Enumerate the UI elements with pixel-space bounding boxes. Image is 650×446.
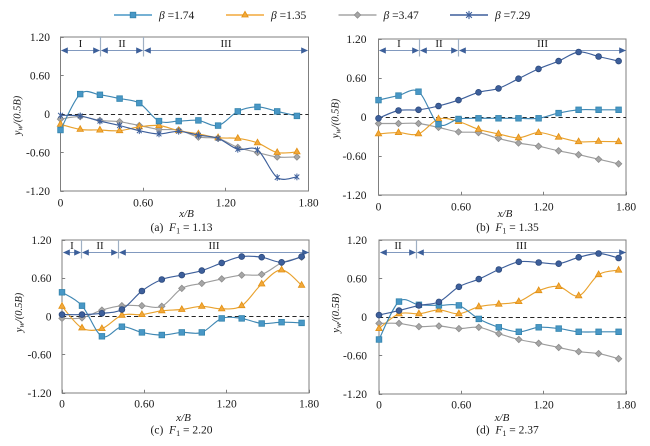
svg-text:III: III <box>209 240 220 252</box>
svg-text:0: 0 <box>46 311 52 323</box>
svg-text:x/B: x/B <box>175 412 191 424</box>
svg-text:I: I <box>70 240 74 252</box>
svg-text:-0.60: -0.60 <box>343 350 367 362</box>
svg-text:0: 0 <box>376 202 382 214</box>
svg-text:III: III <box>221 38 232 50</box>
svg-text:0.60: 0.60 <box>451 400 471 412</box>
svg-text:1.80: 1.80 <box>298 198 318 210</box>
svg-text:1.20: 1.20 <box>30 32 50 44</box>
svg-text:0.60: 0.60 <box>134 399 154 411</box>
svg-text:0.60: 0.60 <box>30 70 50 82</box>
svg-text:I: I <box>397 38 401 50</box>
svg-text:1.20: 1.20 <box>534 400 554 412</box>
svg-text:-1.20: -1.20 <box>26 186 50 198</box>
svg-text:II: II <box>118 38 126 50</box>
svg-text:III: III <box>516 240 527 252</box>
svg-text:β =7.29: β =7.29 <box>494 10 530 22</box>
svg-text:II: II <box>435 38 443 50</box>
svg-text:x/B: x/B <box>497 208 513 220</box>
svg-text:1.20: 1.20 <box>216 198 236 210</box>
svg-text:0: 0 <box>58 198 64 210</box>
svg-text:β =3.47: β =3.47 <box>383 10 419 22</box>
svg-text:0.60: 0.60 <box>31 273 51 285</box>
svg-text:0: 0 <box>59 399 65 411</box>
svg-text:-0.60: -0.60 <box>343 151 367 163</box>
svg-text:x/B: x/B <box>494 412 510 424</box>
svg-text:III: III <box>537 38 548 50</box>
svg-text:1.20: 1.20 <box>346 34 366 46</box>
svg-text:0.60: 0.60 <box>133 198 153 210</box>
svg-text:1.20: 1.20 <box>347 235 367 247</box>
svg-text:0: 0 <box>361 112 367 124</box>
svg-text:0.60: 0.60 <box>347 273 367 285</box>
svg-text:β =1.74: β =1.74 <box>158 10 194 22</box>
svg-text:(a) F1 = 1.13: (a) F1 = 1.13 <box>151 222 213 236</box>
svg-text:0.60: 0.60 <box>451 202 471 214</box>
svg-text:yw/(0.5B): yw/(0.5B) <box>331 293 343 334</box>
svg-text:1.80: 1.80 <box>299 399 319 411</box>
svg-text:I: I <box>79 38 83 50</box>
svg-text:(d) F1 = 2.37: (d) F1 = 2.37 <box>476 425 539 439</box>
svg-text:β =1.35: β =1.35 <box>270 10 306 22</box>
svg-text:yw/(0.5B): yw/(0.5B) <box>331 98 343 139</box>
svg-text:yw/(0.5B): yw/(0.5B) <box>13 95 25 136</box>
svg-text:1.20: 1.20 <box>217 399 237 411</box>
svg-text:1.20: 1.20 <box>533 202 553 214</box>
svg-text:-1.20: -1.20 <box>343 389 367 401</box>
svg-text:-0.60: -0.60 <box>28 350 52 362</box>
svg-text:1.80: 1.80 <box>616 202 636 214</box>
svg-text:yw/(0.5B): yw/(0.5B) <box>14 292 26 333</box>
svg-text:II: II <box>394 240 402 252</box>
svg-text:(c) F1 = 2.20: (c) F1 = 2.20 <box>151 425 213 439</box>
svg-text:0: 0 <box>361 312 367 324</box>
svg-text:x/B: x/B <box>178 208 194 220</box>
svg-text:-1.20: -1.20 <box>343 190 367 202</box>
svg-text:0.60: 0.60 <box>346 73 366 85</box>
svg-text:1.80: 1.80 <box>616 400 636 412</box>
svg-text:(b) F1 = 1.35: (b) F1 = 1.35 <box>476 222 539 236</box>
svg-text:1.20: 1.20 <box>31 235 51 247</box>
svg-text:-0.60: -0.60 <box>26 147 50 159</box>
svg-text:0: 0 <box>376 400 382 412</box>
svg-text:II: II <box>96 240 104 252</box>
svg-text:0: 0 <box>44 109 50 121</box>
svg-text:-1.20: -1.20 <box>28 388 52 400</box>
